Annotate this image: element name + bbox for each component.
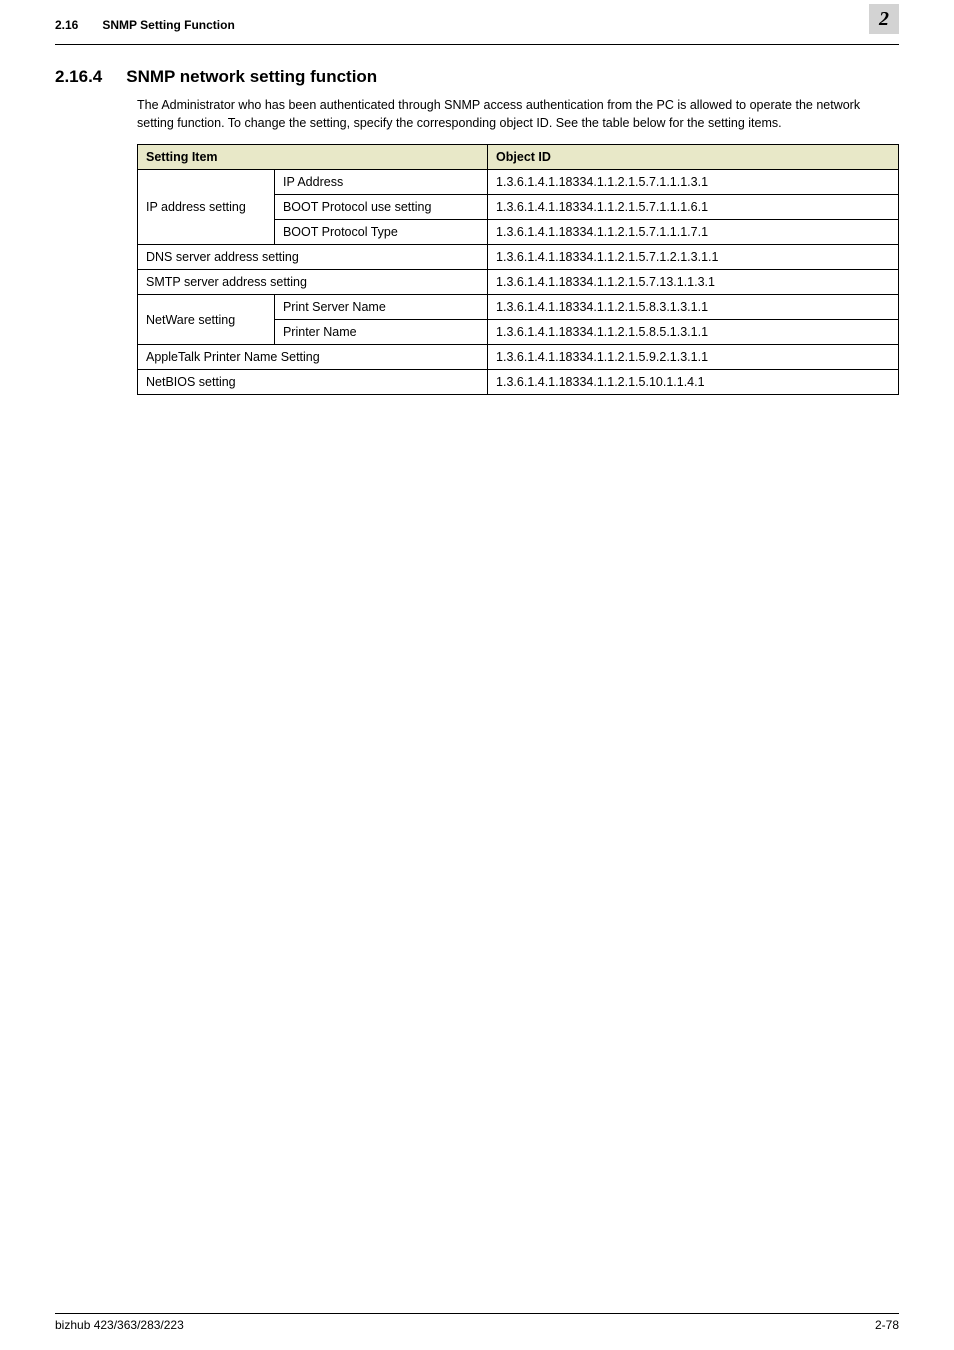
setting-item-cell: IP address setting xyxy=(138,170,275,245)
setting-item-cell: NetBIOS setting xyxy=(138,370,488,395)
section-title: SNMP network setting function xyxy=(126,67,377,87)
object-id-cell: 1.3.6.1.4.1.18334.1.1.2.1.5.8.3.1.3.1.1 xyxy=(488,295,899,320)
setting-subitem-cell: Printer Name xyxy=(274,320,487,345)
header-section-title: SNMP Setting Function xyxy=(102,18,234,32)
table-row: DNS server address setting1.3.6.1.4.1.18… xyxy=(138,245,899,270)
snmp-settings-table: Setting Item Object ID IP address settin… xyxy=(137,144,899,395)
section-paragraph: The Administrator who has been authentic… xyxy=(137,97,899,132)
setting-item-cell: NetWare setting xyxy=(138,295,275,345)
header-chapter-number: 2 xyxy=(879,8,889,31)
setting-subitem-cell: Print Server Name xyxy=(274,295,487,320)
object-id-cell: 1.3.6.1.4.1.18334.1.1.2.1.5.7.13.1.1.3.1 xyxy=(488,270,899,295)
setting-item-cell: DNS server address setting xyxy=(138,245,488,270)
object-id-cell: 1.3.6.1.4.1.18334.1.1.2.1.5.8.5.1.3.1.1 xyxy=(488,320,899,345)
table-row: NetWare settingPrint Server Name1.3.6.1.… xyxy=(138,295,899,320)
object-id-cell: 1.3.6.1.4.1.18334.1.1.2.1.5.7.1.2.1.3.1.… xyxy=(488,245,899,270)
header-section-number: 2.16 xyxy=(55,18,78,32)
table-header-row: Setting Item Object ID xyxy=(138,145,899,170)
page-footer: bizhub 423/363/283/223 2-78 xyxy=(55,1313,899,1332)
table-row: IP address settingIP Address1.3.6.1.4.1.… xyxy=(138,170,899,195)
table-row: SMTP server address setting1.3.6.1.4.1.1… xyxy=(138,270,899,295)
object-id-cell: 1.3.6.1.4.1.18334.1.1.2.1.5.7.1.1.1.3.1 xyxy=(488,170,899,195)
section-heading: 2.16.4 SNMP network setting function xyxy=(55,67,899,87)
table-row: AppleTalk Printer Name Setting1.3.6.1.4.… xyxy=(138,345,899,370)
section-number: 2.16.4 xyxy=(55,67,102,87)
running-header: 2.16 SNMP Setting Function 2 xyxy=(55,10,899,45)
table-row: NetBIOS setting1.3.6.1.4.1.18334.1.1.2.1… xyxy=(138,370,899,395)
footer-right: 2-78 xyxy=(875,1318,899,1332)
setting-subitem-cell: BOOT Protocol use setting xyxy=(274,195,487,220)
header-left: 2.16 SNMP Setting Function xyxy=(55,18,235,32)
th-setting-item: Setting Item xyxy=(138,145,488,170)
object-id-cell: 1.3.6.1.4.1.18334.1.1.2.1.5.7.1.1.1.6.1 xyxy=(488,195,899,220)
setting-item-cell: SMTP server address setting xyxy=(138,270,488,295)
header-chapter-box: 2 xyxy=(869,4,899,34)
object-id-cell: 1.3.6.1.4.1.18334.1.1.2.1.5.9.2.1.3.1.1 xyxy=(488,345,899,370)
footer-left: bizhub 423/363/283/223 xyxy=(55,1318,184,1332)
setting-subitem-cell: IP Address xyxy=(274,170,487,195)
object-id-cell: 1.3.6.1.4.1.18334.1.1.2.1.5.7.1.1.1.7.1 xyxy=(488,220,899,245)
object-id-cell: 1.3.6.1.4.1.18334.1.1.2.1.5.10.1.1.4.1 xyxy=(488,370,899,395)
th-object-id: Object ID xyxy=(488,145,899,170)
setting-item-cell: AppleTalk Printer Name Setting xyxy=(138,345,488,370)
setting-subitem-cell: BOOT Protocol Type xyxy=(274,220,487,245)
